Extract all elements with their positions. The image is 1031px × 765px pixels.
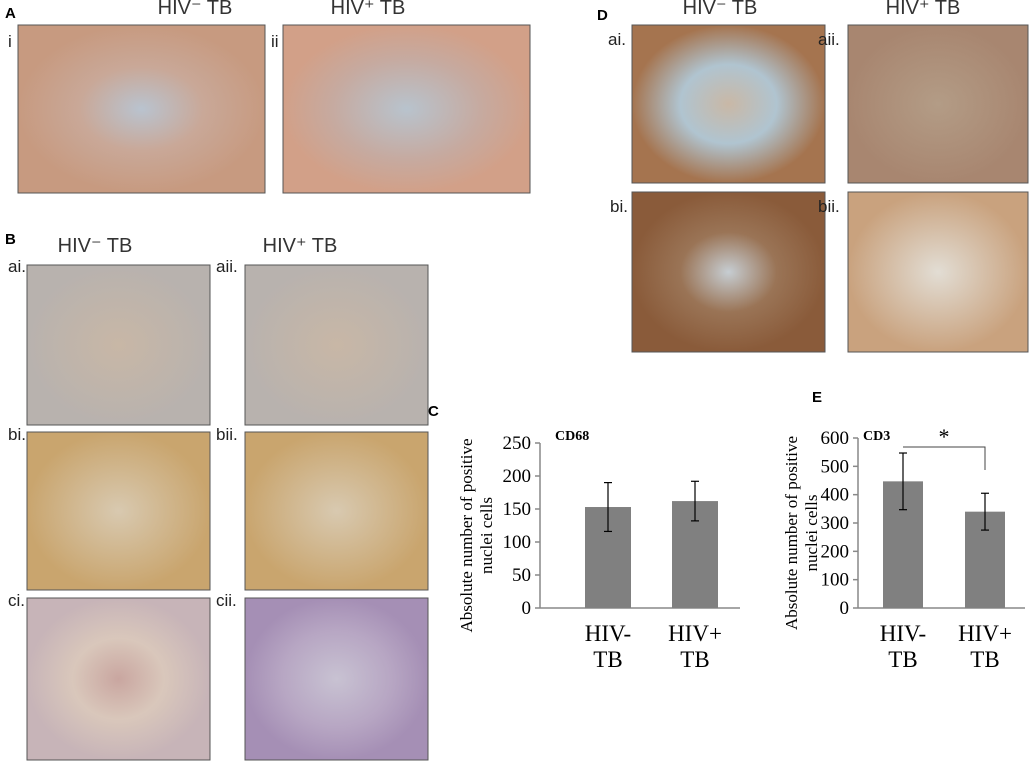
micrograph <box>26 264 211 426</box>
x-tick-label-line: HIV+ <box>668 621 722 646</box>
image-label: aii. <box>216 257 238 276</box>
panel-label: A <box>5 5 16 22</box>
y-tick-label: 600 <box>821 428 850 449</box>
significance-marker: * <box>939 424 950 449</box>
x-tick-label-line: TB <box>888 647 917 672</box>
image-label: ai. <box>608 30 626 49</box>
y-axis-label: nuclei cells <box>802 495 821 572</box>
micrograph <box>282 24 531 194</box>
column-header: HIV⁺ TB <box>886 0 961 19</box>
y-axis-label: nuclei cells <box>477 497 496 574</box>
y-tick-label: 200 <box>821 541 850 562</box>
image-label: bi. <box>610 197 628 216</box>
image-label: i <box>8 32 12 51</box>
panel-label: E <box>812 389 822 406</box>
image-label: ai. <box>8 257 26 276</box>
y-tick-label: 100 <box>503 532 532 553</box>
y-axis-label: Absolute number of positive <box>457 438 476 632</box>
micrograph <box>847 24 1029 184</box>
y-tick-label: 300 <box>821 513 850 534</box>
error-bar <box>899 452 907 511</box>
chart-annotation: CD68 <box>555 429 589 444</box>
y-tick-label: 500 <box>821 456 850 477</box>
y-tick-label: 0 <box>840 598 850 619</box>
x-tick-label-line: TB <box>680 647 709 672</box>
error-bar <box>691 480 699 522</box>
panel-label: B <box>5 231 16 248</box>
panel-label: C <box>428 403 439 420</box>
x-tick-label: HIV-TB <box>585 621 631 672</box>
panel-label: D <box>597 7 608 24</box>
y-tick-label: 400 <box>821 485 850 506</box>
x-tick-label: HIV+ TB <box>958 621 1012 672</box>
x-tick-label-line: HIV- <box>880 621 926 646</box>
x-tick-label: HIV-TB <box>880 621 926 672</box>
image-label: bi. <box>8 425 26 444</box>
column-header: HIV⁺ TB <box>331 0 406 19</box>
x-tick-label: HIV+ TB <box>668 621 722 672</box>
image-label: bii. <box>216 425 238 444</box>
micrograph <box>17 24 266 194</box>
error-bar <box>604 482 612 533</box>
x-tick-label-line: HIV+ <box>958 621 1012 646</box>
micrograph <box>244 597 429 761</box>
x-tick-label-line: TB <box>970 647 999 672</box>
image-label: cii. <box>216 591 237 610</box>
significance-bracket <box>903 446 986 470</box>
y-tick-label: 0 <box>522 598 532 619</box>
column-header: HIV⁻ TB <box>683 0 758 19</box>
y-tick-label: 50 <box>512 565 531 586</box>
column-header: HIV⁻ TB <box>158 0 233 19</box>
image-label: ci. <box>8 591 25 610</box>
y-tick-label: 150 <box>503 499 532 520</box>
micrograph <box>847 191 1029 353</box>
error-bar <box>981 492 989 531</box>
chart-annotation: CD3 <box>863 429 890 444</box>
y-tick-label: 200 <box>503 466 532 487</box>
image-label: bii. <box>818 197 840 216</box>
x-tick-label-line: TB <box>593 647 622 672</box>
micrograph <box>631 24 826 184</box>
micrograph <box>26 431 211 591</box>
column-header: HIV⁻ TB <box>58 235 133 257</box>
micrograph <box>631 191 826 353</box>
x-tick-label-line: HIV- <box>585 621 631 646</box>
y-axis-label: Absolute number of positive <box>782 436 801 630</box>
micrograph <box>244 264 429 426</box>
micrograph <box>26 597 211 761</box>
y-tick-label: 250 <box>503 433 532 454</box>
image-label: aii. <box>818 30 840 49</box>
image-label: ii <box>271 32 279 51</box>
micrograph <box>244 431 429 591</box>
y-tick-label: 100 <box>821 570 850 591</box>
column-header: HIV⁺ TB <box>263 235 338 257</box>
